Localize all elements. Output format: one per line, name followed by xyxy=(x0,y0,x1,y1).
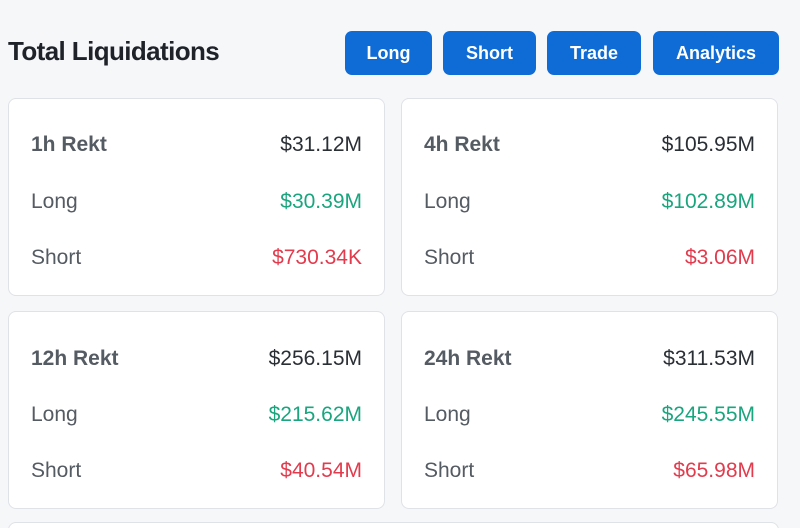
long-button[interactable]: Long xyxy=(345,31,432,75)
long-value: $30.39M xyxy=(280,190,362,213)
total-value: $105.95M xyxy=(661,133,755,156)
total-value: $256.15M xyxy=(268,347,362,370)
long-value: $245.55M xyxy=(661,403,755,426)
long-row: Long $30.39M xyxy=(31,187,362,217)
short-label: Short xyxy=(31,246,82,269)
page-title: Total Liquidations xyxy=(8,36,220,66)
total-value: $31.12M xyxy=(280,133,362,156)
long-label: Long xyxy=(31,403,78,426)
short-value: $40.54M xyxy=(280,459,362,482)
long-label: Long xyxy=(424,190,471,213)
total-row: 12h Rekt $256.15M xyxy=(31,344,362,374)
short-value: $3.06M xyxy=(684,246,755,269)
long-row: Long $102.89M xyxy=(424,187,755,217)
long-value: $215.62M xyxy=(268,403,362,426)
short-row: Short $3.06M xyxy=(424,243,755,273)
short-row: Short $65.98M xyxy=(424,456,755,486)
period-label: 12h Rekt xyxy=(31,347,119,370)
short-button[interactable]: Short xyxy=(443,31,536,75)
card-12h: 12h Rekt $256.15M Long $215.62M Short $4… xyxy=(8,311,385,509)
short-label: Short xyxy=(424,246,475,269)
next-card-edge xyxy=(8,522,779,528)
period-label: 24h Rekt xyxy=(424,347,512,370)
analytics-button[interactable]: Analytics xyxy=(653,31,779,75)
total-row: 1h Rekt $31.12M xyxy=(31,130,362,160)
long-value: $102.89M xyxy=(661,190,755,213)
period-label: 4h Rekt xyxy=(424,133,500,156)
short-value: $730.34K xyxy=(272,246,362,269)
card-1h: 1h Rekt $31.12M Long $30.39M Short $730.… xyxy=(8,98,385,296)
card-4h: 4h Rekt $105.95M Long $102.89M Short $3.… xyxy=(401,98,778,296)
long-row: Long $215.62M xyxy=(31,400,362,430)
short-label: Short xyxy=(31,459,82,482)
header: Total Liquidations Long Short Trade Anal… xyxy=(0,0,800,100)
short-label: Short xyxy=(424,459,475,482)
short-row: Short $730.34K xyxy=(31,243,362,273)
long-label: Long xyxy=(424,403,471,426)
total-value: $311.53M xyxy=(663,347,755,370)
total-row: 24h Rekt $311.53M xyxy=(424,344,755,374)
total-row: 4h Rekt $105.95M xyxy=(424,130,755,160)
long-row: Long $245.55M xyxy=(424,400,755,430)
card-24h: 24h Rekt $311.53M Long $245.55M Short $6… xyxy=(401,311,778,509)
short-value: $65.98M xyxy=(673,459,755,482)
period-label: 1h Rekt xyxy=(31,133,107,156)
long-label: Long xyxy=(31,190,78,213)
trade-button[interactable]: Trade xyxy=(547,31,641,75)
short-row: Short $40.54M xyxy=(31,456,362,486)
